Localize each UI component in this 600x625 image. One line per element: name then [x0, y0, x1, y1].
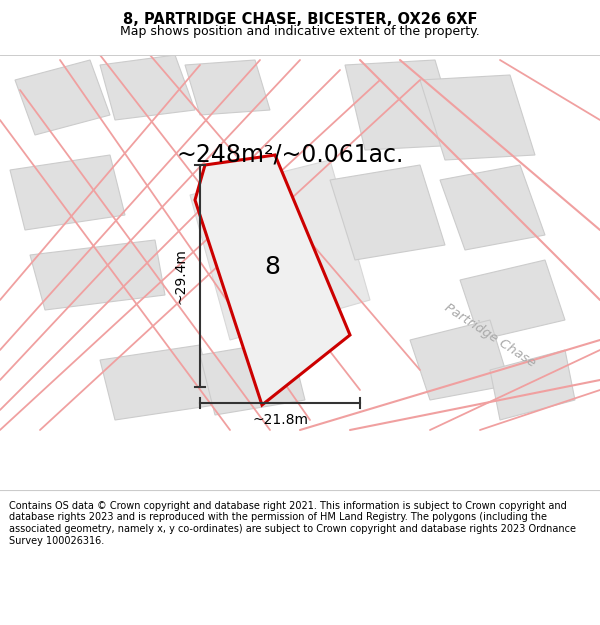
Polygon shape — [15, 60, 110, 135]
Polygon shape — [490, 350, 575, 420]
Polygon shape — [200, 340, 305, 415]
Text: ~248m²/~0.061ac.: ~248m²/~0.061ac. — [176, 143, 404, 167]
Polygon shape — [345, 60, 460, 150]
Polygon shape — [440, 165, 545, 250]
Text: ~29.4m: ~29.4m — [174, 248, 188, 304]
Polygon shape — [195, 155, 350, 405]
Text: Partridge Chase: Partridge Chase — [442, 301, 538, 369]
Text: Contains OS data © Crown copyright and database right 2021. This information is : Contains OS data © Crown copyright and d… — [9, 501, 576, 546]
Text: Map shows position and indicative extent of the property.: Map shows position and indicative extent… — [120, 26, 480, 39]
Polygon shape — [30, 240, 165, 310]
Polygon shape — [100, 345, 215, 420]
Polygon shape — [100, 55, 195, 120]
Polygon shape — [410, 320, 510, 400]
Polygon shape — [190, 160, 370, 340]
Polygon shape — [420, 75, 535, 160]
Text: 8: 8 — [265, 255, 280, 279]
Polygon shape — [10, 155, 125, 230]
Polygon shape — [185, 60, 270, 115]
Text: 8, PARTRIDGE CHASE, BICESTER, OX26 6XF: 8, PARTRIDGE CHASE, BICESTER, OX26 6XF — [123, 12, 477, 27]
Polygon shape — [330, 165, 445, 260]
Text: ~21.8m: ~21.8m — [252, 413, 308, 427]
Polygon shape — [460, 260, 565, 340]
